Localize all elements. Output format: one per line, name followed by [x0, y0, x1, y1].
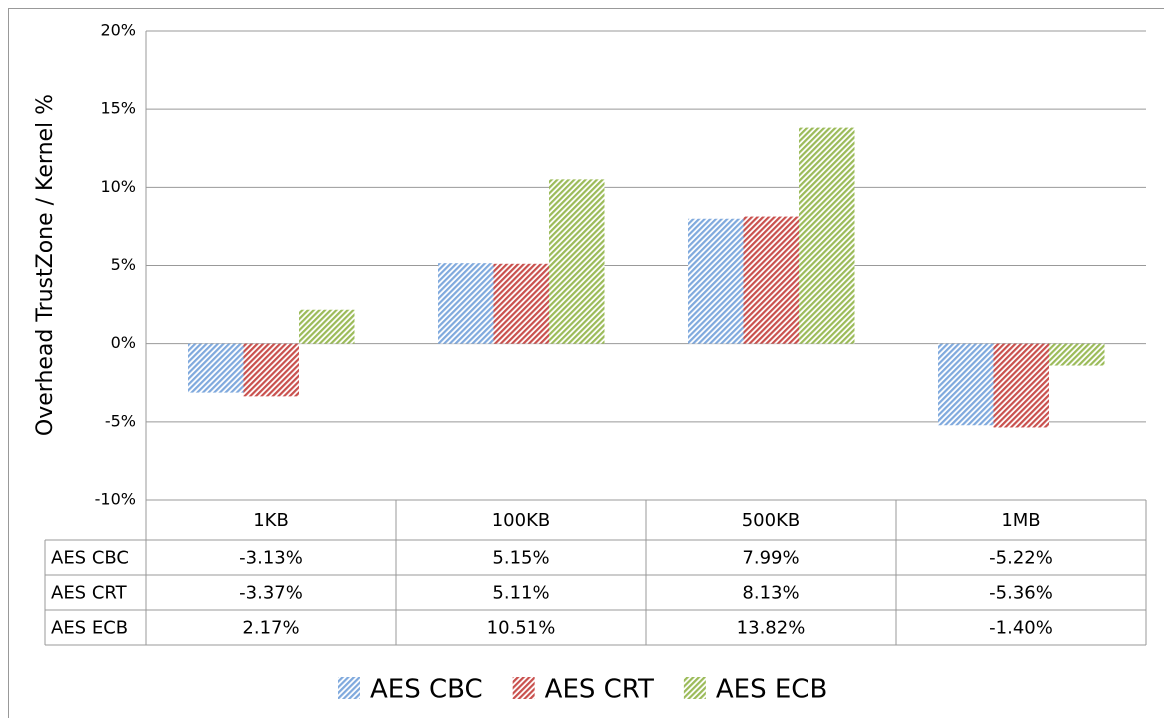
table-cell: -3.13% [239, 548, 303, 569]
bar [299, 309, 355, 344]
bar [938, 343, 994, 426]
table-cell: 5.15% [492, 548, 549, 569]
table-cell: 7.99% [742, 548, 799, 569]
table-row-label: AES ECB [51, 618, 128, 639]
table-cell: 5.11% [492, 583, 549, 604]
y-tick-label: -5% [105, 411, 136, 430]
table-row-label: AES CBC [51, 548, 129, 569]
table-row-label: AES CRT [51, 583, 128, 604]
table-cell: 10.51% [487, 618, 556, 639]
table-cell: 8.13% [742, 583, 799, 604]
bar [438, 263, 494, 344]
x-tick-label: 1KB [253, 510, 289, 531]
legend-swatch [683, 677, 706, 699]
bar [188, 343, 244, 393]
y-tick-label: 10% [100, 177, 136, 196]
x-tick-label: 100KB [492, 510, 551, 531]
bar [688, 218, 744, 344]
legend-label: AES ECB [716, 675, 827, 705]
y-axis-label: Overhead TrustZone / Kernel % [33, 94, 58, 436]
legend-label: AES CRT [545, 675, 654, 705]
y-tick-label: -10% [95, 490, 136, 509]
legend-swatch [338, 677, 360, 699]
bar [993, 343, 1049, 428]
bar [549, 179, 605, 344]
bar [493, 263, 549, 344]
legend-label: AES CBC [370, 675, 483, 705]
bar [799, 127, 855, 344]
table-cell: 2.17% [242, 618, 299, 639]
y-tick-label: 20% [100, 21, 136, 40]
table-cell: 13.82% [737, 618, 806, 639]
table-cell: -1.40% [989, 618, 1053, 639]
x-tick-label: 500KB [742, 510, 801, 531]
table-cell: -5.36% [989, 583, 1053, 604]
y-tick-label: 5% [111, 255, 136, 274]
y-tick-label: 15% [100, 99, 136, 118]
x-tick-label: 1MB [1001, 510, 1040, 531]
frame [8, 8, 1164, 718]
legend-swatch [512, 677, 535, 699]
bar [243, 343, 299, 397]
table-cell: -5.22% [989, 548, 1053, 569]
y-tick-label: 0% [111, 333, 136, 352]
bar [1049, 343, 1105, 366]
table-cell: -3.37% [239, 583, 303, 604]
bar [743, 216, 799, 344]
